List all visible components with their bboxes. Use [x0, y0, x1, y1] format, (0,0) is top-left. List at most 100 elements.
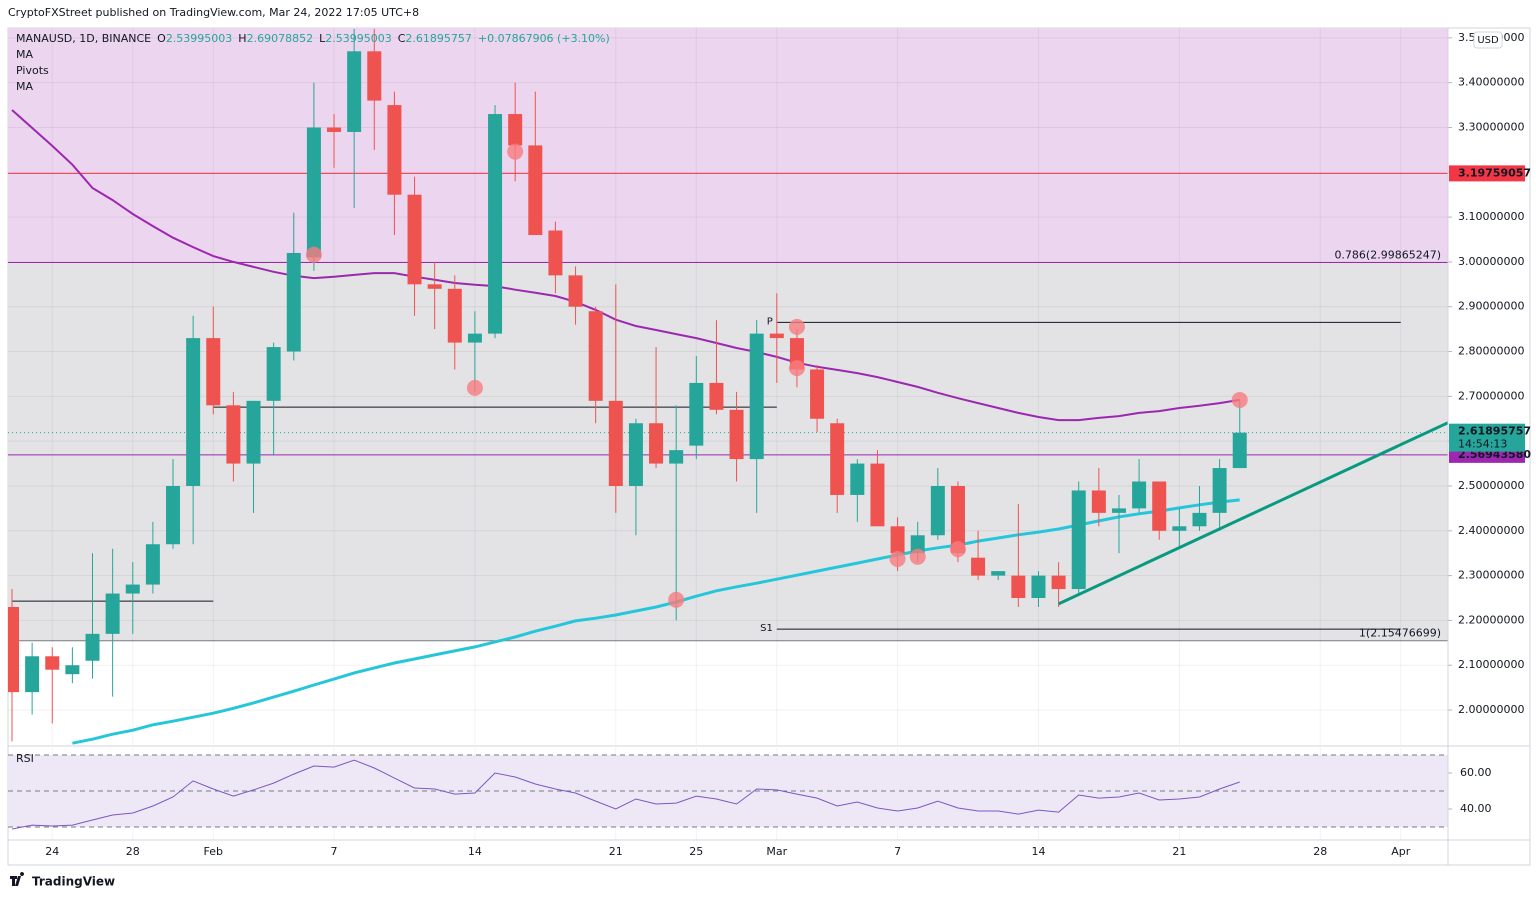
candle-body — [991, 571, 1006, 576]
price-label-box — [1449, 165, 1525, 182]
y-tick-label: 3.30000000 — [1458, 120, 1524, 133]
y-tick-label: 2.50000000 — [1458, 479, 1524, 492]
x-tick-label: 14 — [468, 845, 482, 858]
candle-body — [1111, 508, 1126, 513]
candle-body — [367, 51, 382, 101]
candle-body — [407, 194, 422, 285]
footer-text: TradingView — [32, 875, 115, 889]
candle-body — [105, 593, 120, 634]
ohlc-key: C — [398, 32, 406, 45]
pivot-label: P — [767, 316, 773, 327]
pivot-label: S1 — [760, 623, 773, 634]
x-tick-label: 7 — [894, 845, 901, 858]
candle-body — [306, 127, 321, 258]
rsi-tick-label: 60.00 — [1460, 766, 1492, 779]
x-tick-label: 21 — [609, 845, 623, 858]
overlay: MANAUSD, 1D, BINANCE O2.53995003 H2.690788… — [16, 31, 1531, 858]
ohlc-key: H — [238, 32, 246, 45]
candle-body — [8, 606, 19, 693]
candle-body — [1152, 481, 1167, 531]
candle-body — [508, 114, 523, 146]
countdown-label: 14:54:13 — [1458, 438, 1507, 451]
candle-body — [186, 338, 201, 486]
candle-body — [1031, 575, 1046, 599]
candle-body — [45, 656, 60, 670]
y-tick-label: 2.00000000 — [1458, 703, 1524, 716]
candle-body — [729, 409, 744, 460]
y-tick-label: 2.40000000 — [1458, 524, 1524, 537]
fib-zone — [8, 28, 1448, 263]
currency-box — [1473, 31, 1503, 49]
y-tick-label: 3.10000000 — [1458, 210, 1524, 223]
candle-body — [608, 400, 623, 486]
candle-body — [166, 485, 181, 545]
legend-pivots: Pivots — [16, 64, 49, 77]
candle-body — [950, 485, 965, 554]
candle-body — [327, 127, 342, 132]
candle-body — [1212, 468, 1227, 513]
fib-zone — [8, 262, 1448, 641]
rsi-tick-label: 40.00 — [1460, 802, 1492, 815]
symbol-legend: MANAUSD, 1D, BINANCE O2.53995003 H2.690788… — [16, 32, 610, 45]
ohlc-value: 2.53995003 — [325, 32, 391, 45]
candle-body — [1192, 512, 1207, 527]
rsi-line — [11, 759, 1240, 830]
candle-body — [548, 230, 563, 276]
marker — [668, 591, 685, 608]
candle-body — [930, 485, 945, 536]
candle-body — [1071, 490, 1086, 590]
logo-icon — [10, 872, 25, 886]
ohlc-value: 2.61895757 — [405, 32, 471, 45]
candle-body — [206, 338, 221, 406]
legend-ma: MA — [16, 48, 33, 61]
candle-body — [588, 311, 603, 401]
currency-label: USD — [1477, 35, 1499, 46]
candle-body — [347, 51, 362, 132]
rsi-pane — [8, 748, 1448, 840]
x-tick-label: 28 — [1313, 845, 1327, 858]
candle-body — [850, 463, 865, 495]
x-tick-label: Mar — [766, 845, 787, 858]
y-tick-label: 2.30000000 — [1458, 569, 1524, 582]
candle-body — [447, 288, 462, 343]
candle-body — [890, 526, 905, 554]
ohlc-value: 2.53995003 — [166, 32, 232, 45]
candle-body — [85, 633, 100, 661]
y-tick-label: 3.00000000 — [1458, 255, 1524, 268]
candle-body — [1232, 432, 1247, 469]
y-tick-label: 2.20000000 — [1458, 613, 1524, 626]
x-tick-label: 21 — [1172, 845, 1186, 858]
change: +0.07867906 (+3.10%) — [478, 32, 610, 45]
price-label: 3.19759057 — [1458, 166, 1531, 179]
candle-body — [467, 333, 482, 343]
candle-body — [286, 252, 301, 352]
candle-body — [488, 114, 503, 334]
candle-body — [568, 275, 583, 307]
ohlc-key: O — [157, 32, 166, 45]
candle-body — [1051, 575, 1066, 590]
legend-ma: MA — [16, 80, 33, 93]
marker — [305, 246, 322, 263]
candle-body — [910, 535, 925, 554]
last-price-label: 2.61895757 — [1458, 425, 1531, 438]
candle-body — [830, 423, 845, 495]
candle-body — [25, 656, 40, 693]
x-tick-label: 24 — [45, 845, 59, 858]
x-tick-label: Apr — [1391, 845, 1411, 858]
ohlc-value: 2.69078852 — [247, 32, 313, 45]
candle-body — [387, 105, 402, 195]
x-tick-label: 14 — [1031, 845, 1045, 858]
rsi-title: RSI — [16, 752, 34, 765]
y-tick-label: 2.80000000 — [1458, 345, 1524, 358]
fib-label: 1(2.15476699) — [1359, 627, 1441, 640]
candle-body — [226, 405, 241, 464]
candle-body — [266, 347, 281, 401]
moving-average — [11, 109, 1240, 422]
candle-body — [246, 400, 261, 464]
candle-body — [689, 382, 704, 446]
marker — [788, 360, 805, 377]
ohlc-key: L — [319, 32, 326, 45]
candle-body — [1132, 481, 1147, 509]
